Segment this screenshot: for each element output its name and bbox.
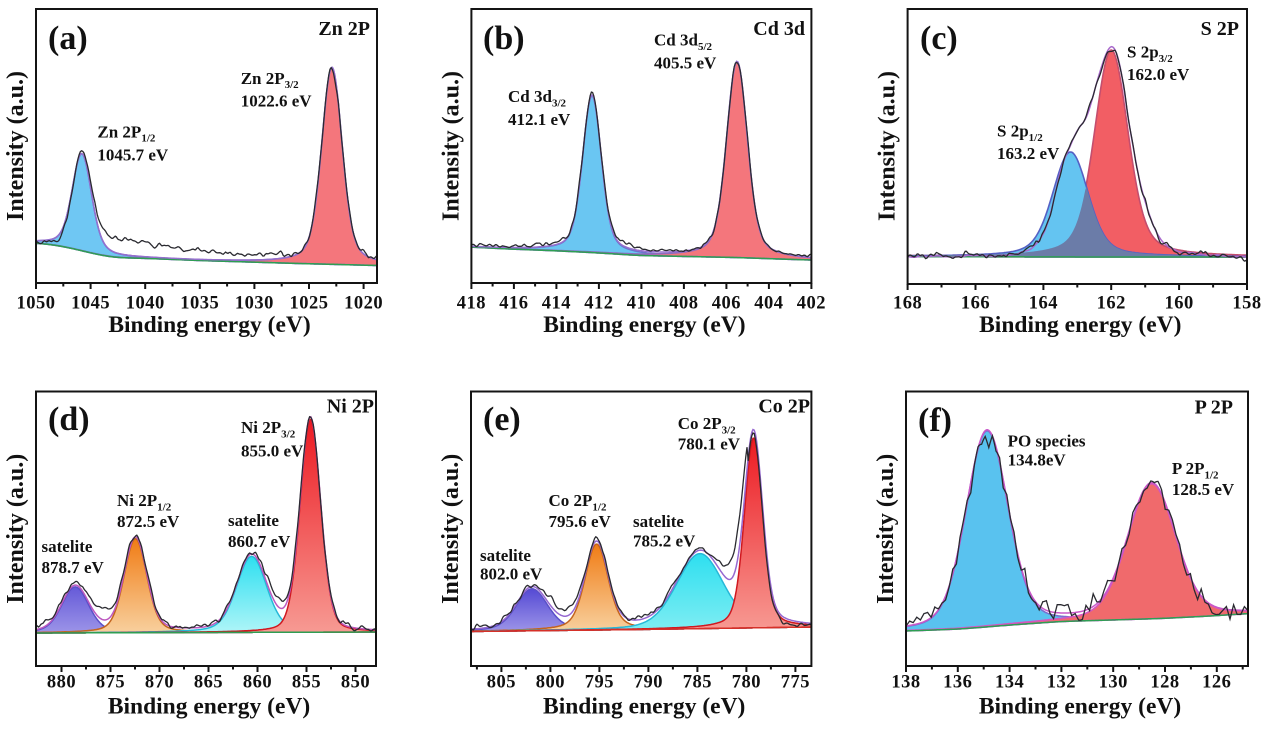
svg-text:S 2P: S 2P: [1201, 18, 1239, 40]
svg-text:Intensity (a.u.): Intensity (a.u.): [3, 71, 29, 221]
svg-text:865: 865: [194, 673, 223, 693]
svg-text:785.2 eV: 785.2 eV: [633, 532, 696, 551]
svg-text:128: 128: [1150, 673, 1179, 693]
svg-text:872.5 eV: 872.5 eV: [117, 512, 180, 531]
svg-text:878.7 eV: 878.7 eV: [42, 558, 105, 577]
svg-text:1045.7 eV: 1045.7 eV: [97, 146, 169, 165]
svg-text:Cd 3d3/2: Cd 3d3/2: [508, 87, 566, 109]
svg-text:Binding energy (eV): Binding energy (eV): [979, 312, 1181, 338]
svg-text:Zn 2P: Zn 2P: [318, 18, 370, 40]
svg-text:satelite: satelite: [228, 511, 279, 530]
svg-text:Intensity (a.u.): Intensity (a.u.): [3, 454, 29, 604]
svg-text:160: 160: [1164, 294, 1193, 314]
svg-text:(f): (f): [918, 402, 952, 439]
svg-text:870: 870: [145, 673, 174, 693]
svg-text:795.6 eV: 795.6 eV: [549, 512, 612, 531]
svg-text:134.8eV: 134.8eV: [1008, 451, 1067, 470]
svg-text:168: 168: [893, 294, 922, 314]
svg-text:418: 418: [457, 294, 486, 314]
svg-text:780: 780: [732, 673, 761, 693]
svg-text:785: 785: [683, 673, 712, 693]
svg-text:Cd 3d5/2: Cd 3d5/2: [654, 31, 712, 53]
svg-text:(a): (a): [48, 20, 88, 57]
svg-text:P 2P: P 2P: [1195, 397, 1233, 419]
svg-text:Co 2P1/2: Co 2P1/2: [549, 491, 607, 513]
svg-text:414: 414: [542, 294, 571, 314]
svg-text:(e): (e): [483, 401, 521, 438]
svg-text:790: 790: [634, 673, 663, 693]
svg-text:775: 775: [781, 673, 810, 693]
svg-text:880: 880: [47, 673, 76, 693]
svg-text:164: 164: [1029, 294, 1058, 314]
svg-text:855.0 eV: 855.0 eV: [241, 442, 304, 461]
svg-text:1040: 1040: [126, 294, 165, 314]
svg-text:1050: 1050: [17, 294, 56, 314]
svg-text:855: 855: [292, 673, 321, 693]
svg-text:(b): (b): [483, 20, 525, 57]
svg-text:1025: 1025: [290, 294, 329, 314]
svg-text:795: 795: [585, 673, 614, 693]
svg-text:Zn 2P1/2: Zn 2P1/2: [97, 122, 155, 144]
svg-text:Intensity (a.u.): Intensity (a.u.): [438, 71, 464, 221]
svg-text:1020: 1020: [344, 294, 383, 314]
svg-text:Intensity (a.u.): Intensity (a.u.): [875, 71, 901, 221]
svg-text:satelite: satelite: [480, 546, 531, 565]
svg-text:(d): (d): [48, 401, 90, 438]
svg-text:Intensity (a.u.): Intensity (a.u.): [873, 454, 899, 604]
svg-text:163.2 eV: 163.2 eV: [997, 144, 1060, 163]
svg-text:(c): (c): [920, 20, 958, 57]
svg-text:416: 416: [499, 294, 528, 314]
svg-text:800: 800: [536, 673, 565, 693]
svg-text:Binding energy (eV): Binding energy (eV): [108, 694, 310, 720]
svg-text:130: 130: [1099, 673, 1128, 693]
svg-text:Co 2P: Co 2P: [758, 396, 810, 418]
svg-text:136: 136: [943, 673, 972, 693]
svg-text:132: 132: [1047, 673, 1076, 693]
svg-text:850: 850: [341, 673, 370, 693]
svg-text:875: 875: [96, 673, 125, 693]
svg-text:134: 134: [995, 673, 1024, 693]
svg-text:126: 126: [1202, 673, 1231, 693]
svg-text:412.1 eV: 412.1 eV: [508, 110, 571, 129]
svg-text:138: 138: [891, 673, 920, 693]
svg-text:1030: 1030: [235, 294, 274, 314]
svg-text:802.0 eV: 802.0 eV: [480, 565, 543, 584]
svg-text:PO species: PO species: [1008, 432, 1086, 451]
svg-text:Cd 3d: Cd 3d: [753, 18, 805, 40]
svg-text:166: 166: [961, 294, 990, 314]
svg-text:410: 410: [627, 294, 656, 314]
svg-text:Binding energy (eV): Binding energy (eV): [108, 312, 310, 338]
svg-text:Intensity (a.u.): Intensity (a.u.): [438, 454, 464, 604]
svg-text:805: 805: [487, 673, 516, 693]
svg-text:402: 402: [797, 294, 826, 314]
svg-text:860.7 eV: 860.7 eV: [228, 532, 291, 551]
svg-text:158: 158: [1232, 294, 1261, 314]
svg-text:Binding energy (eV): Binding energy (eV): [979, 694, 1181, 720]
svg-text:1045: 1045: [71, 294, 110, 314]
svg-text:162: 162: [1097, 294, 1126, 314]
svg-text:860: 860: [243, 673, 272, 693]
svg-text:780.1 eV: 780.1 eV: [678, 435, 741, 454]
svg-text:Ni 2P: Ni 2P: [327, 396, 374, 418]
svg-text:Binding energy (eV): Binding energy (eV): [543, 694, 745, 720]
svg-text:408: 408: [669, 294, 698, 314]
svg-text:162.0 eV: 162.0 eV: [1127, 65, 1190, 84]
svg-text:Binding energy (eV): Binding energy (eV): [543, 312, 745, 338]
svg-text:Zn 2P3/2: Zn 2P3/2: [241, 69, 299, 91]
svg-text:404: 404: [754, 294, 783, 314]
svg-text:405.5 eV: 405.5 eV: [654, 54, 717, 73]
svg-text:412: 412: [584, 294, 613, 314]
svg-text:satelite: satelite: [42, 537, 93, 556]
svg-text:1035: 1035: [180, 294, 219, 314]
svg-text:406: 406: [712, 294, 741, 314]
svg-text:128.5 eV: 128.5 eV: [1172, 480, 1235, 499]
svg-text:1022.6 eV: 1022.6 eV: [241, 92, 313, 111]
svg-text:satelite: satelite: [633, 512, 684, 531]
svg-text:Co 2P3/2: Co 2P3/2: [678, 414, 736, 436]
